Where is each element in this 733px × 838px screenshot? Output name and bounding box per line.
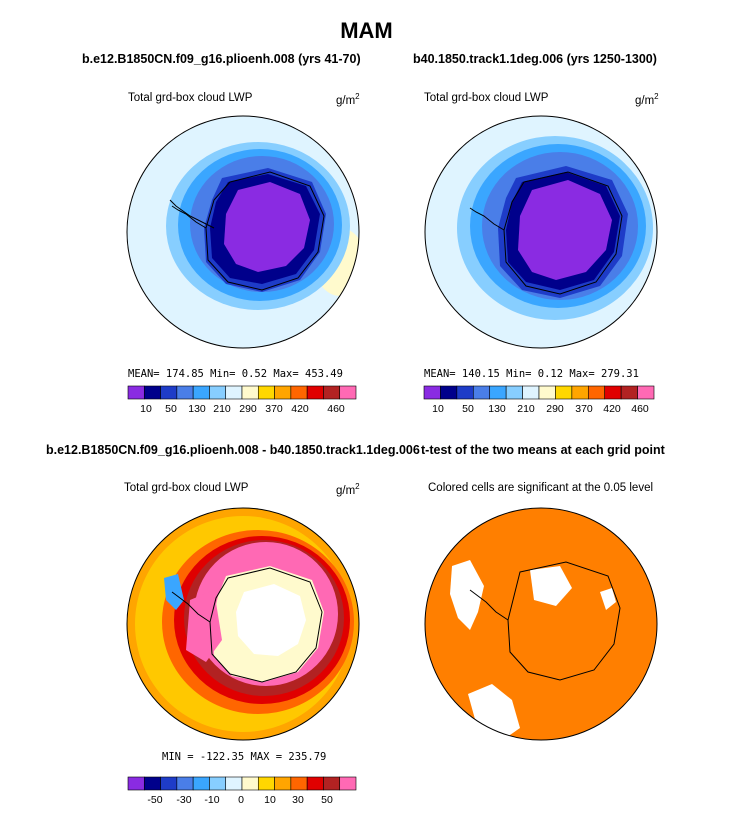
colorbar1-tick: 50 (165, 403, 177, 415)
colorbar-cell (306, 776, 324, 791)
panel2-title: b40.1850.track1.1deg.006 (yrs 1250-1300) (413, 52, 657, 66)
colorbar2-tick: 290 (546, 403, 564, 415)
colorbar-cell (555, 385, 573, 400)
colorbar-cell (538, 385, 556, 400)
panel2-map-border (424, 115, 658, 349)
colorbar1-tick: 10 (140, 403, 152, 415)
colorbar1-tick: 130 (188, 403, 206, 415)
colorbar-cell (456, 385, 474, 400)
colorbar-cell (192, 385, 210, 400)
colorbar-cell (176, 776, 194, 791)
colorbar-cell (127, 385, 145, 400)
colorbar-cell (620, 385, 638, 400)
panel3-map-border (126, 507, 360, 741)
panel4-subtitle: Colored cells are significant at the 0.0… (428, 482, 654, 494)
panel1-units-label: g/m2 (336, 92, 360, 107)
colorbar-cell (160, 776, 178, 791)
colorbar3-tick: -10 (204, 794, 220, 806)
colorbar-cell (306, 385, 324, 400)
colorbar3-tick: 10 (264, 794, 276, 806)
colorbar-cell (257, 385, 275, 400)
colorbar-cell (176, 385, 194, 400)
colorbar-cell (571, 385, 589, 400)
colorbar-cell (423, 385, 441, 400)
colorbar-cell (339, 385, 357, 400)
colorbar-cell (257, 776, 275, 791)
panel2-units-label: g/m2 (635, 92, 659, 107)
colorbar3-tick: 0 (238, 794, 244, 806)
colorbar2-tick: 420 (603, 403, 621, 415)
colorbar1-tick: 370 (265, 403, 283, 415)
colorbar-cell (587, 385, 606, 400)
colorbar-cell (127, 776, 145, 791)
colorbar-cell (290, 776, 308, 791)
panel3-colorbar (127, 776, 357, 791)
colorbar-cell (225, 385, 243, 400)
panel3-map (127, 508, 359, 740)
panel4-map (425, 508, 657, 740)
colorbar-cell (290, 385, 308, 400)
colorbar-cell (637, 385, 655, 400)
colorbar-cell (209, 776, 227, 791)
panel4-map-border (424, 507, 658, 741)
colorbar1-tick: 420 (291, 403, 309, 415)
colorbar2-tick: 210 (517, 403, 535, 415)
colorbar-cell (323, 385, 341, 400)
colorbar-cell (522, 385, 540, 400)
panel1-map-border (126, 115, 360, 349)
panel4-title: t-test of the two means at each grid poi… (421, 443, 665, 457)
colorbar1-tick: 210 (213, 403, 231, 415)
colorbar-cell (440, 385, 458, 400)
colorbar-cell (505, 385, 523, 400)
colorbar-cell (160, 385, 178, 400)
colorbar-cell (489, 385, 507, 400)
colorbar-cell (274, 385, 292, 400)
panel2-variable-label: Total grd-box cloud LWP (424, 92, 549, 104)
panel1-variable-label: Total grd-box cloud LWP (128, 92, 253, 104)
colorbar3-tick: 50 (321, 794, 333, 806)
colorbar-cell (241, 385, 259, 400)
panel1-map (127, 116, 359, 348)
colorbar-cell (472, 385, 491, 400)
colorbar1-tick: 290 (239, 403, 257, 415)
panel3-title: b.e12.B1850CN.f09_g16.plioenh.008 - b40.… (46, 443, 420, 457)
colorbar-cell (604, 385, 622, 400)
colorbar2-tick: 460 (631, 403, 649, 415)
colorbar-cell (241, 776, 259, 791)
colorbar-cell (339, 776, 357, 791)
colorbar-cell (209, 385, 227, 400)
panel2-colorbar (423, 385, 655, 400)
colorbar2-tick: 50 (462, 403, 474, 415)
colorbar-cell (323, 776, 341, 791)
colorbar-cell (192, 776, 210, 791)
colorbar1-tick: 460 (327, 403, 345, 415)
panel3-variable-label: Total grd-box cloud LWP (124, 482, 249, 494)
colorbar-cell (143, 776, 161, 791)
panel1-stats: MEAN= 174.85 Min= 0.52 Max= 453.49 (128, 368, 343, 380)
panel1-colorbar (127, 385, 357, 400)
figure-title: MAM (340, 18, 393, 43)
colorbar2-tick: 370 (575, 403, 593, 415)
colorbar3-tick: 30 (292, 794, 304, 806)
colorbar3-tick: -30 (176, 794, 192, 806)
colorbar-cell (143, 385, 161, 400)
colorbar2-tick: 10 (432, 403, 444, 415)
panel3-stats: MIN = -122.35 MAX = 235.79 (162, 751, 327, 763)
panel2-map (425, 116, 657, 348)
colorbar-cell (274, 776, 292, 791)
panel2-stats: MEAN= 140.15 Min= 0.12 Max= 279.31 (424, 368, 639, 380)
colorbar-cell (225, 776, 243, 791)
colorbar3-tick: -50 (147, 794, 163, 806)
panel1-title: b.e12.B1850CN.f09_g16.plioenh.008 (yrs 4… (82, 52, 361, 66)
colorbar2-tick: 130 (488, 403, 506, 415)
panel3-units-label: g/m2 (336, 482, 360, 497)
